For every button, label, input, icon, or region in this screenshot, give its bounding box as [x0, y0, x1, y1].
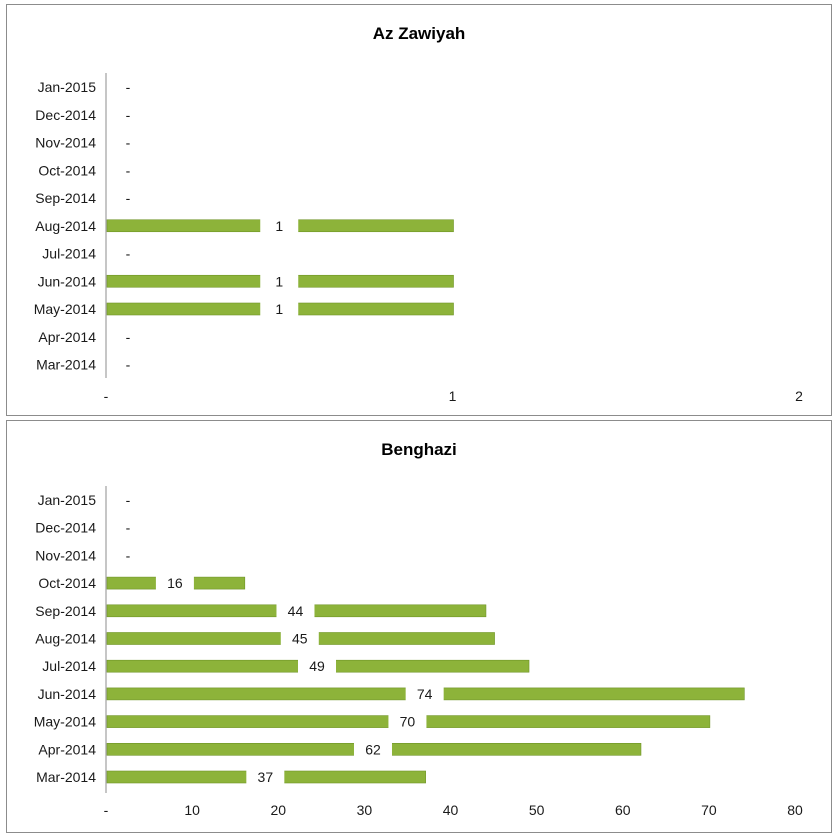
- data-label-box: [388, 711, 427, 732]
- y-tick-label: Jan-2015: [38, 79, 97, 95]
- y-tick-label: Oct-2014: [38, 575, 96, 591]
- data-label: 74: [417, 686, 433, 702]
- y-tick-label: Nov-2014: [35, 547, 96, 563]
- data-label: -: [126, 246, 131, 262]
- data-label: -: [126, 492, 131, 508]
- y-tick-label: Apr-2014: [38, 329, 96, 345]
- data-label: -: [126, 329, 131, 345]
- x-tick-label: 60: [615, 802, 631, 818]
- x-tick-label: 30: [357, 802, 373, 818]
- data-label: 16: [167, 575, 183, 591]
- data-label: -: [126, 547, 131, 563]
- y-tick-label: Dec-2014: [35, 520, 96, 536]
- y-tick-label: Jul-2014: [42, 246, 96, 262]
- x-tick-label: 20: [270, 802, 286, 818]
- x-tick-label: 2: [795, 388, 803, 404]
- data-label-box: [353, 739, 392, 760]
- x-tick-label: 80: [787, 802, 803, 818]
- y-tick-label: Mar-2014: [36, 769, 96, 785]
- y-tick-label: Jul-2014: [42, 658, 96, 674]
- data-label-box: [280, 628, 319, 649]
- data-label: -: [126, 107, 131, 123]
- y-tick-label: Jun-2014: [38, 686, 97, 702]
- x-tick-label: 50: [529, 802, 545, 818]
- data-label-box: [276, 600, 315, 621]
- chart-panel-benghazi: Benghazi - 10 20 30 40 50 60 70 80 Jan-2015 - Dec-20…: [6, 420, 832, 833]
- y-tick-label: Mar-2014: [36, 357, 96, 373]
- chart-title: Benghazi: [381, 440, 457, 459]
- y-tick-label: Aug-2014: [35, 631, 96, 647]
- chart-title: Az Zawiyah: [373, 24, 466, 43]
- y-tick-label: Dec-2014: [35, 107, 96, 123]
- data-label: 1: [275, 301, 283, 317]
- az-zawiyah-chart: Az Zawiyah - 1 2 Jan-2015 - Dec-2014 - Nov-2014 -…: [34, 24, 803, 404]
- data-label: 1: [275, 218, 283, 234]
- data-label-box: [405, 683, 444, 704]
- data-label: -: [126, 357, 131, 373]
- x-tick-label: 70: [701, 802, 717, 818]
- data-label: -: [126, 135, 131, 151]
- data-label: 49: [309, 658, 325, 674]
- data-label-box: [246, 767, 285, 787]
- x-tick-label: -: [104, 388, 109, 404]
- y-tick-label: May-2014: [34, 714, 96, 730]
- x-tick-label: 10: [184, 802, 200, 818]
- x-tick-label: 40: [443, 802, 459, 818]
- y-tick-label: Apr-2014: [38, 741, 96, 757]
- data-label: 62: [365, 741, 381, 757]
- y-tick-label: Jun-2014: [38, 273, 97, 289]
- data-label-box: [155, 573, 194, 594]
- data-label: -: [126, 79, 131, 95]
- data-label-box: [260, 215, 299, 236]
- y-tick-label: Sep-2014: [35, 190, 96, 206]
- data-label: 45: [292, 631, 308, 647]
- x-tick-label: -: [104, 802, 109, 818]
- data-label: -: [126, 520, 131, 536]
- data-label-box: [260, 271, 299, 292]
- data-label: 1: [275, 273, 283, 289]
- data-label-box: [298, 656, 337, 677]
- data-label: 44: [288, 603, 304, 619]
- data-label: -: [126, 190, 131, 206]
- y-tick-label: Oct-2014: [38, 162, 96, 178]
- chart-panel-az-zawiyah: Az Zawiyah - 1 2 Jan-2015 - Dec-2014 - Nov-2014 -…: [6, 4, 832, 416]
- y-tick-label: Sep-2014: [35, 603, 96, 619]
- y-tick-label: Nov-2014: [35, 135, 96, 151]
- benghazi-chart: Benghazi - 10 20 30 40 50 60 70 80 Jan-2015 - Dec-20…: [34, 440, 803, 818]
- data-label: -: [126, 162, 131, 178]
- x-tick-label: 1: [449, 388, 457, 404]
- y-tick-label: Jan-2015: [38, 492, 97, 508]
- data-label: 37: [258, 769, 274, 785]
- data-label-box: [260, 299, 299, 319]
- data-label: 70: [400, 714, 416, 730]
- y-tick-label: Aug-2014: [35, 218, 96, 234]
- y-tick-label: May-2014: [34, 301, 96, 317]
